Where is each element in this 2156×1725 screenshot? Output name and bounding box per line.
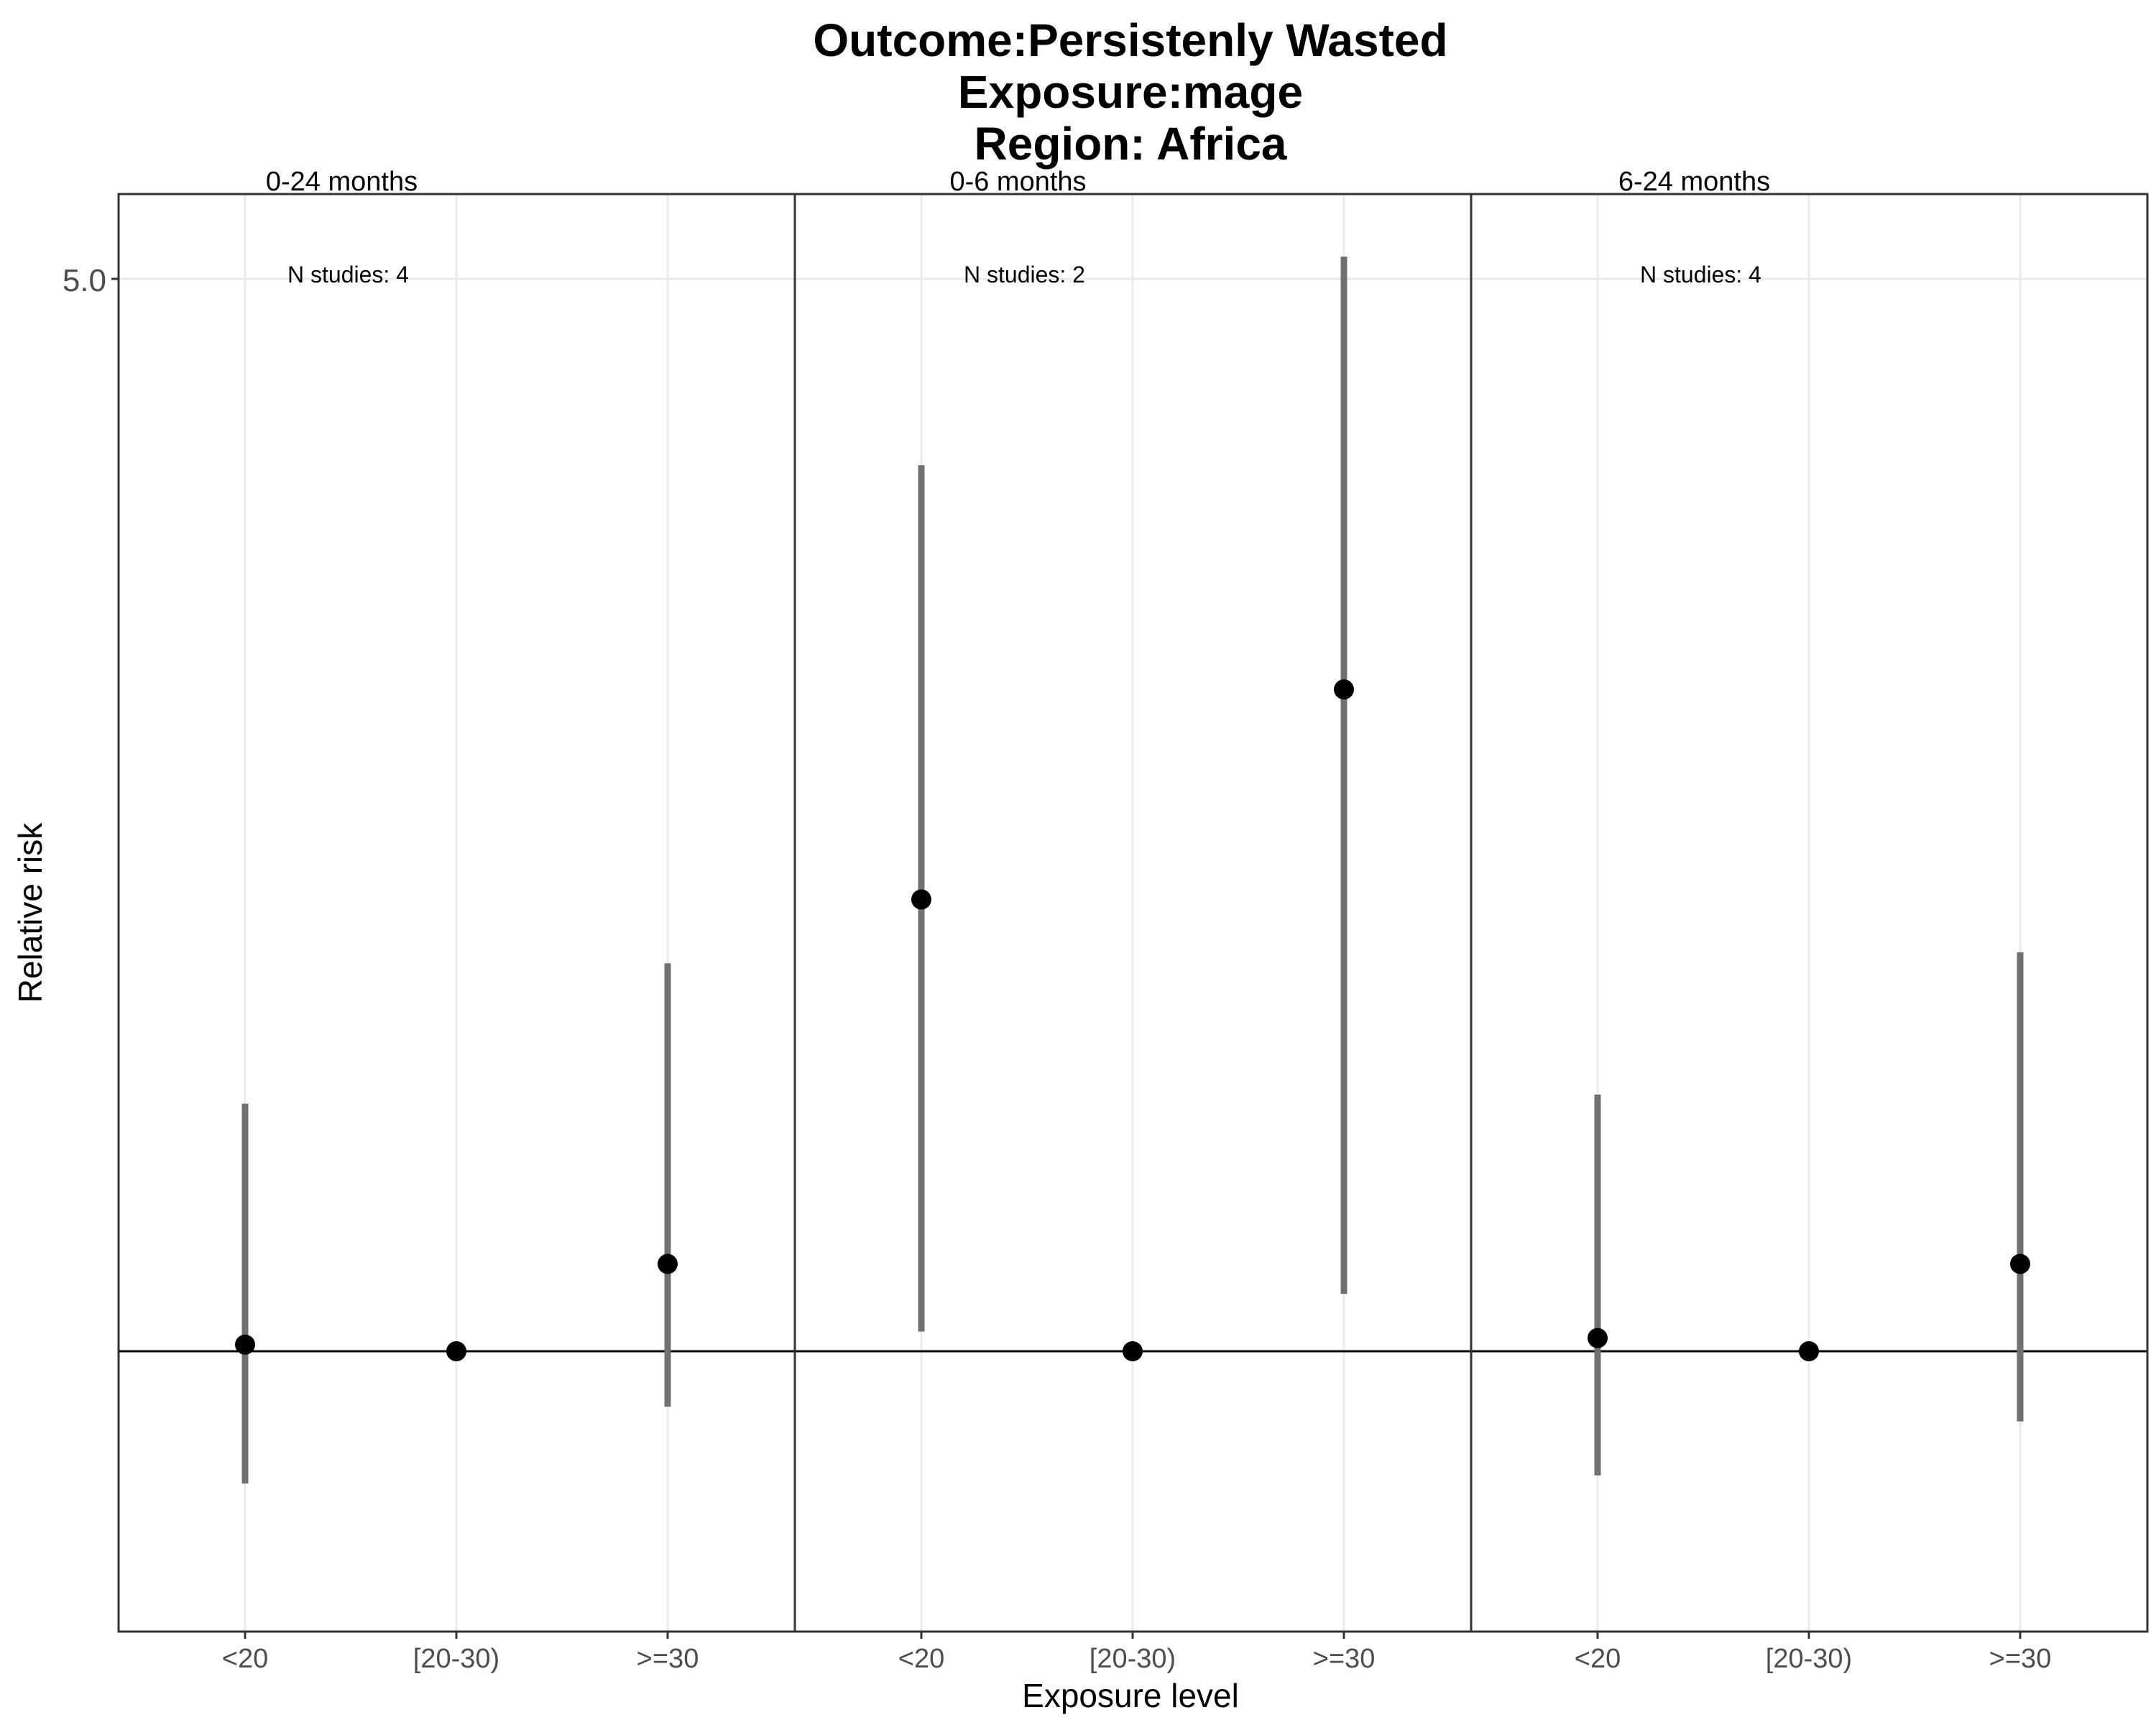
point bbox=[446, 1341, 466, 1361]
facet-2: 0-6 months N studies: 2 <20 [20-30) >=30 bbox=[793, 167, 1473, 1674]
x-tick-label: [20-30) bbox=[1089, 1644, 1176, 1674]
facet-label: 0-24 months bbox=[266, 167, 418, 197]
facet-annotation: N studies: 2 bbox=[964, 262, 1085, 288]
chart-title-line-2: Exposure:mage bbox=[958, 66, 1303, 118]
point bbox=[2010, 1254, 2030, 1274]
x-tick-label: [20-30) bbox=[1766, 1644, 1852, 1674]
x-tick-label: >=30 bbox=[1989, 1644, 2052, 1674]
point bbox=[911, 889, 931, 910]
chart-title-line-1: Outcome:Persistenly Wasted bbox=[813, 14, 1447, 66]
chart-title-line-3: Region: Africa bbox=[975, 118, 1287, 170]
x-axis-title: Exposure level bbox=[1022, 1677, 1239, 1714]
y-tick-label: 5.0 bbox=[63, 263, 106, 298]
point bbox=[1123, 1341, 1143, 1361]
point bbox=[235, 1334, 255, 1355]
facet-3: 6-24 months N studies: 4 <20 [20-30) >=30 bbox=[1470, 167, 2149, 1674]
x-tick-label: >=30 bbox=[637, 1644, 699, 1674]
point bbox=[1588, 1328, 1608, 1348]
x-tick-label: <20 bbox=[898, 1644, 944, 1674]
facet-label: 0-6 months bbox=[949, 167, 1086, 197]
point bbox=[1799, 1341, 1819, 1361]
x-tick-label: [20-30) bbox=[413, 1644, 499, 1674]
point bbox=[658, 1254, 678, 1274]
x-tick-label: <20 bbox=[222, 1644, 268, 1674]
point bbox=[1334, 679, 1354, 700]
facet-annotation: N studies: 4 bbox=[287, 262, 409, 288]
panel-border bbox=[1470, 193, 2149, 1633]
facet-label: 6-24 months bbox=[1618, 167, 1770, 197]
y-axis-title: Relative risk bbox=[11, 822, 49, 1003]
x-tick-label: >=30 bbox=[1313, 1644, 1376, 1674]
x-tick-label: <20 bbox=[1575, 1644, 1621, 1674]
facet-annotation: N studies: 4 bbox=[1640, 262, 1761, 288]
